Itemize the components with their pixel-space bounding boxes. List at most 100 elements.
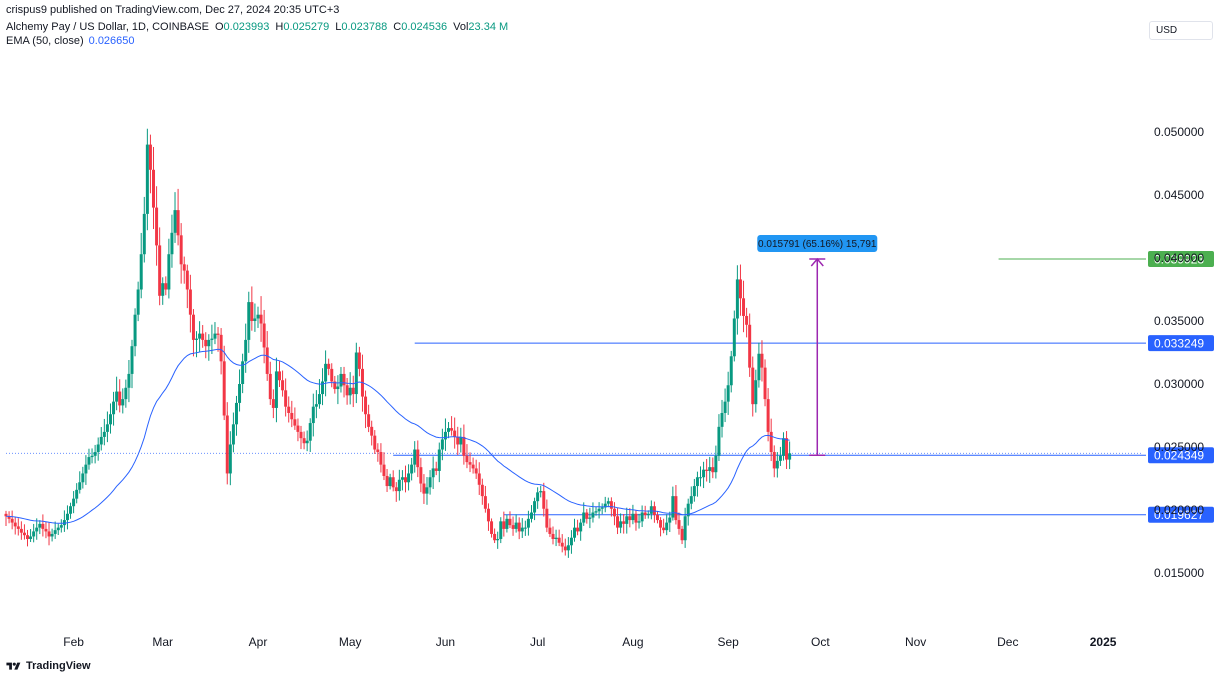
y-tick-label: 0.050000	[1154, 125, 1204, 139]
candle-down	[477, 473, 481, 485]
candle-down	[738, 279, 742, 299]
top-bar: crispus9 published on TradingView.com, D…	[0, 0, 1224, 20]
candle-up	[720, 412, 724, 427]
candle-up	[600, 507, 604, 509]
candle-up	[591, 512, 595, 518]
candle-up	[53, 530, 57, 534]
candle-up	[167, 254, 171, 290]
y-tick-label: 0.030000	[1154, 377, 1204, 391]
x-tick-label: Jul	[530, 635, 545, 649]
candle-up	[447, 428, 451, 432]
candle-up	[99, 436, 103, 445]
candle-down	[585, 512, 589, 519]
candle-up	[170, 232, 174, 255]
candle-up	[625, 516, 629, 524]
candle-down	[517, 522, 521, 532]
candle-up	[726, 385, 730, 402]
y-tick-label: 0.020000	[1154, 503, 1204, 517]
time-axis[interactable]: Feb Mar Apr May Jun Jul Aug Sep Oct Nov Dec 2025	[63, 635, 1116, 649]
candle-down	[422, 483, 426, 494]
x-tick-label: Apr	[249, 635, 268, 649]
horizontal-levels[interactable]: 0.039923 0.033249 0.024349 0.019627	[393, 250, 1214, 523]
symbol-name: Alchemy Pay / US Dollar, 1D, COINBASE	[6, 21, 209, 33]
candle-down	[385, 475, 389, 487]
candle-down	[711, 467, 715, 473]
high-value: 0.025279	[283, 21, 330, 33]
candle-down	[563, 546, 567, 551]
candle-up	[529, 512, 533, 519]
candle-up	[594, 511, 598, 513]
ema-line	[5, 348, 790, 524]
candle-down	[394, 487, 398, 492]
candle-down	[376, 449, 380, 453]
candle-up	[62, 520, 66, 526]
candle-up	[69, 506, 73, 514]
ema-label: EMA (50, close)	[6, 35, 84, 47]
candle-down	[760, 353, 764, 368]
candle-up	[588, 517, 592, 519]
x-tick-label: Mar	[152, 635, 173, 649]
candle-up	[520, 527, 524, 532]
candle-up	[308, 423, 312, 441]
x-tick-label: Jun	[436, 635, 455, 649]
candle-down	[474, 468, 478, 474]
candle-up	[597, 508, 601, 512]
candle-up	[241, 361, 245, 384]
candle-up	[84, 464, 88, 474]
currency-selector[interactable]: USD	[1149, 21, 1213, 40]
candle-up	[668, 517, 672, 523]
y-tick-label: 0.040000	[1154, 251, 1204, 265]
candle-up	[161, 283, 165, 296]
candle-down	[204, 339, 208, 347]
x-tick-label: May	[339, 635, 362, 649]
candle-up	[514, 522, 518, 529]
candle-down	[16, 526, 20, 529]
candle-down	[290, 412, 294, 420]
candle-down	[772, 452, 776, 469]
y-tick-label: 0.025000	[1154, 440, 1204, 454]
candle-down	[4, 513, 8, 517]
candle-down	[152, 169, 156, 208]
price-axis[interactable]: 0.015000 0.020000 0.025000 0.030000 0.035000…	[1154, 125, 1204, 580]
measure-tool[interactable]: 0.015791 (65.16%) 15,791	[757, 234, 878, 456]
candle-down	[468, 462, 472, 465]
candle-up	[56, 527, 60, 531]
candle-up	[244, 339, 248, 362]
candle-up	[400, 477, 404, 480]
candle-down	[419, 467, 423, 484]
low-label: L	[335, 21, 342, 33]
candle-up	[714, 455, 718, 473]
candle-down	[465, 455, 469, 463]
candle-down	[201, 333, 205, 340]
ema-legend-row[interactable]: EMA (50, close) 0.026650	[6, 34, 514, 48]
candle-down	[47, 531, 51, 537]
candle-down	[643, 512, 647, 516]
candle-up	[253, 318, 257, 321]
close-value: 0.024536	[401, 21, 448, 33]
candle-down	[188, 289, 192, 315]
candle-up	[207, 339, 211, 347]
candle-down	[742, 298, 746, 316]
candle-down	[182, 264, 186, 271]
candle-down	[357, 352, 361, 369]
candle-down	[450, 428, 454, 431]
candle-up	[410, 464, 414, 474]
candle-down	[763, 367, 767, 400]
candle-up	[735, 279, 739, 319]
measure-label: 0.015791 (65.16%) 15,791	[758, 239, 877, 250]
candle-down	[250, 302, 254, 321]
candle-down	[216, 333, 220, 335]
candle-down	[330, 368, 334, 382]
candle-up	[198, 333, 202, 339]
open-value: 0.023993	[223, 21, 270, 33]
candle-down	[219, 334, 223, 362]
candle-down	[265, 347, 269, 374]
candle-up	[732, 318, 736, 357]
candle-up	[397, 479, 401, 492]
tradingview-logo-icon	[6, 662, 21, 670]
candle-down	[351, 387, 355, 395]
candle-up	[526, 518, 530, 528]
